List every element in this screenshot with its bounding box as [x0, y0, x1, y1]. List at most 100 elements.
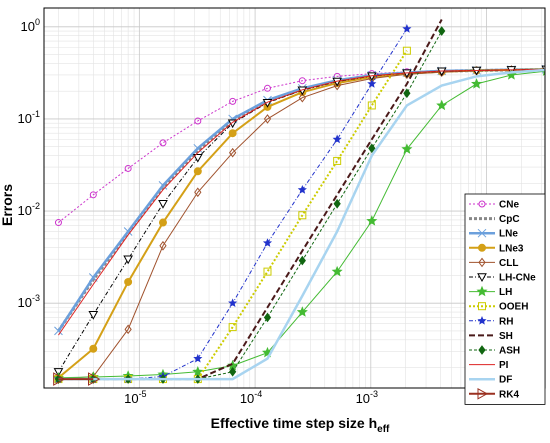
data-point — [87, 372, 101, 386]
y-tick-exponent: -2 — [32, 201, 40, 211]
data-point — [403, 88, 411, 99]
legend-label: OOEH — [499, 302, 528, 313]
series-rh — [53, 24, 412, 383]
x-tick-labels: 10-510-410-310-2 — [124, 389, 494, 406]
legend-item: DF — [469, 375, 512, 386]
legend-label: ASH — [499, 346, 520, 357]
data-point — [89, 344, 98, 353]
x-tick-exponent: -3 — [370, 389, 378, 399]
legend-label: RK4 — [499, 389, 519, 400]
legend-item: SH — [469, 331, 513, 342]
data-point — [478, 302, 486, 311]
x-tick-exponent: -5 — [139, 389, 147, 399]
series-line — [58, 50, 408, 381]
major-grid — [44, 8, 545, 388]
data-point — [401, 143, 413, 154]
legend-item: CNe — [469, 200, 519, 211]
x-tick-base: 10 — [356, 391, 370, 406]
legend-label: PI — [499, 360, 509, 371]
x-tick-base: 10 — [240, 391, 254, 406]
y-axis-label: Errors — [0, 184, 15, 226]
data-point — [333, 80, 341, 91]
series-line — [58, 68, 545, 336]
data-point — [159, 139, 167, 147]
data-point — [298, 255, 306, 266]
data-point — [193, 353, 203, 363]
legend-item: CLL — [469, 257, 518, 269]
legend-item: OOEH — [469, 302, 528, 313]
data-point — [53, 372, 66, 386]
data-point — [158, 200, 168, 209]
y-tick-exponent: -1 — [32, 109, 40, 119]
data-point — [192, 365, 204, 377]
series-df — [58, 68, 545, 381]
y-tick-label: 100 — [21, 17, 40, 34]
series-pi — [58, 68, 545, 336]
x-axis-label: Effective time step size heff — [211, 415, 390, 435]
y-tick-base: 10 — [18, 203, 32, 218]
data-point — [477, 316, 487, 325]
x-tick-label: 10-4 — [240, 389, 262, 406]
data-point — [54, 326, 63, 336]
y-tick-label: 10-1 — [18, 109, 40, 126]
data-point — [333, 198, 341, 209]
data-point — [296, 306, 308, 317]
data-point — [193, 167, 202, 176]
data-point — [123, 255, 133, 265]
legend-item: ASH — [469, 345, 520, 357]
legend-label: LNe — [499, 229, 518, 240]
data-point — [297, 185, 307, 194]
legend-label: LH-CNe — [499, 273, 536, 284]
data-point — [228, 129, 237, 138]
series-line — [58, 30, 443, 380]
legend-label: CLL — [499, 258, 518, 269]
y-tick-label: 10-3 — [18, 293, 40, 310]
y-tick-base: 10 — [21, 19, 35, 34]
x-tick-base: 10 — [124, 391, 138, 406]
legend-item: CpC — [469, 214, 520, 225]
data-point — [436, 99, 448, 111]
data-point — [54, 219, 62, 227]
legend-label: CpC — [499, 214, 520, 225]
legend-label: RH — [499, 316, 513, 327]
data-point — [229, 147, 237, 158]
data-point — [194, 117, 202, 125]
data-point — [263, 84, 271, 92]
data-point — [158, 181, 168, 190]
data-point — [478, 243, 486, 252]
data-point — [402, 46, 411, 55]
data-point — [88, 310, 99, 320]
data-point — [438, 26, 446, 36]
data-point — [263, 267, 272, 276]
x-tick-label: 10-5 — [124, 389, 146, 406]
data-point — [229, 97, 237, 105]
data-point — [402, 24, 412, 33]
series-layer — [52, 19, 545, 386]
y-tick-base: 10 — [18, 295, 32, 310]
x-axis-label-main: Effective time step size h — [211, 415, 378, 431]
data-point — [123, 227, 133, 236]
legend-label: CNe — [499, 200, 519, 211]
data-point — [478, 345, 486, 355]
data-point — [298, 77, 306, 85]
minor-grid — [44, 8, 545, 388]
data-point — [124, 277, 133, 286]
legend-item: PI — [469, 360, 509, 371]
legend-label: LNe3 — [499, 243, 524, 254]
data-point — [331, 265, 343, 277]
data-point — [192, 153, 203, 163]
data-point — [332, 134, 342, 144]
legend-item: LH-CNe — [469, 273, 536, 284]
data-point — [262, 238, 273, 247]
data-point — [158, 218, 167, 227]
data-point — [298, 92, 306, 103]
y-tick-exponent: -3 — [32, 293, 40, 303]
x-tick-label: 10-3 — [356, 389, 378, 406]
legend-label: LH — [499, 287, 512, 298]
data-point — [228, 323, 237, 332]
y-tick-base: 10 — [18, 111, 32, 126]
data-point — [367, 79, 377, 88]
data-point — [124, 324, 132, 335]
